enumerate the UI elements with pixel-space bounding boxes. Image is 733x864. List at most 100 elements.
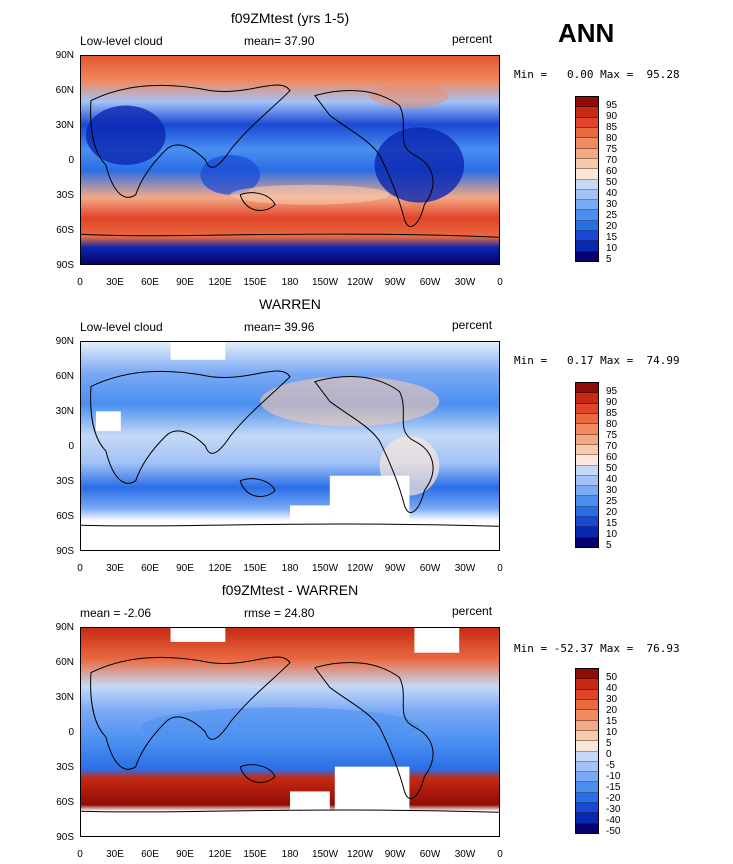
x-tick: 150W xyxy=(311,277,339,288)
rmse-label: rmse = 24.80 xyxy=(244,606,315,620)
colorbar-label: 50 xyxy=(606,177,618,188)
colorbar-label: 40 xyxy=(606,474,618,485)
y-tick: 30N xyxy=(55,692,74,703)
colorbar-segment xyxy=(576,117,598,128)
colorbar-segment xyxy=(576,434,598,445)
colorbar-label: 15 xyxy=(606,232,618,243)
colorbar-segment xyxy=(576,251,598,261)
colorbar-segment xyxy=(576,741,598,752)
x-tick: 60E xyxy=(141,849,159,860)
y-tick: 30S xyxy=(56,762,74,773)
minmax-label: Min = -52.37 Max = 76.93 xyxy=(514,642,680,655)
y-tick: 90N xyxy=(55,622,74,633)
colorbar-segment xyxy=(576,527,598,538)
colorbar-segment xyxy=(576,403,598,414)
colorbar-label: 5 xyxy=(606,254,612,265)
y-tick: 60N xyxy=(55,657,74,668)
colorbar-label: -10 xyxy=(606,771,621,782)
colorbar-label: 60 xyxy=(606,166,618,177)
panel-title: f09ZMtest (yrs 1-5) xyxy=(230,10,350,26)
colorbar-label: 75 xyxy=(606,144,618,155)
colorbar-segment xyxy=(576,158,598,170)
colorbar xyxy=(575,382,599,548)
season-label: ANN xyxy=(558,18,615,48)
colorbar-label: 30 xyxy=(606,485,618,496)
colorbar-label: -40 xyxy=(606,815,621,826)
y-tick: 30N xyxy=(55,120,74,131)
colorbar-label: -20 xyxy=(606,793,621,804)
x-tick: 150E xyxy=(243,563,267,574)
colorbar-segment xyxy=(576,169,598,180)
colorbar-segment xyxy=(576,189,598,201)
panel-title: f09ZMtest - WARREN xyxy=(221,582,359,598)
y-tick: 90N xyxy=(55,336,74,347)
y-tick: 60S xyxy=(56,797,74,808)
x-tick: 150W xyxy=(311,563,339,574)
mean-label: mean= 39.96 xyxy=(244,320,315,334)
y-tick: 90S xyxy=(56,832,74,843)
x-tick: 120W xyxy=(346,563,374,574)
map-observations xyxy=(80,341,500,551)
x-tick: 60E xyxy=(141,563,159,574)
colorbar-segment xyxy=(576,220,598,232)
colorbar-segment xyxy=(576,455,598,466)
colorbar-segment xyxy=(576,127,598,139)
x-tick: 120W xyxy=(346,849,374,860)
colorbar-label: 25 xyxy=(606,210,618,221)
colorbar-segment xyxy=(576,537,598,547)
x-tick: 90E xyxy=(176,563,194,574)
colorbar-segment xyxy=(576,782,598,793)
x-tick: 120E xyxy=(208,277,232,288)
x-tick: 90E xyxy=(176,849,194,860)
colorbar-segment xyxy=(576,138,598,149)
coastline-icon xyxy=(81,370,499,527)
colorbar-label: 70 xyxy=(606,441,618,452)
colorbar-segment xyxy=(576,803,598,814)
colorbar-segment xyxy=(576,823,598,833)
colorbar-label: 10 xyxy=(606,529,618,540)
mean-label: mean = -2.06 xyxy=(80,606,152,620)
colorbar-segment xyxy=(576,506,598,518)
colorbar-segment xyxy=(576,486,598,497)
units-label: percent xyxy=(452,318,493,332)
x-tick: 60E xyxy=(141,277,159,288)
y-tick: 0 xyxy=(68,155,74,166)
colorbar-segment xyxy=(576,761,598,773)
colorbar-segment xyxy=(576,424,598,435)
colorbar-segment xyxy=(576,720,598,731)
colorbar-label: 40 xyxy=(606,683,618,694)
colorbar-segment xyxy=(576,813,598,824)
x-tick: 150E xyxy=(243,277,267,288)
colorbar-segment xyxy=(576,669,598,680)
minmax-label: Min = 0.00 Max = 95.28 xyxy=(514,68,680,81)
colorbar-label: 5 xyxy=(606,738,612,749)
map-difference xyxy=(80,627,500,837)
x-tick: 0 xyxy=(497,277,503,288)
x-tick: 90W xyxy=(384,277,406,288)
map-model xyxy=(80,55,500,265)
colorbar-label: 85 xyxy=(606,408,618,419)
colorbar-label: 95 xyxy=(606,100,618,111)
x-tick: 90E xyxy=(176,277,194,288)
y-tick: 30N xyxy=(55,406,74,417)
y-tick: 90S xyxy=(56,546,74,557)
x-tick: 30W xyxy=(454,563,476,574)
colorbar-segment xyxy=(576,241,598,252)
colorbar-label: 15 xyxy=(606,518,618,529)
colorbar-label: -30 xyxy=(606,804,621,815)
colorbar-segment xyxy=(576,393,598,404)
y-tick: 0 xyxy=(68,727,74,738)
variable-label: Low-level cloud xyxy=(80,34,163,48)
colorbar-label: -5 xyxy=(606,760,615,771)
x-tick: 120E xyxy=(208,849,232,860)
colorbar-label: 0 xyxy=(606,749,612,760)
minmax-label: Min = 0.17 Max = 74.99 xyxy=(514,354,680,367)
x-tick: 150E xyxy=(243,849,267,860)
units-label: percent xyxy=(452,32,493,46)
colorbar-segment xyxy=(576,200,598,211)
colorbar-segment xyxy=(576,792,598,804)
colorbar-label: 60 xyxy=(606,452,618,463)
y-tick: 30S xyxy=(56,190,74,201)
colorbar-label: 85 xyxy=(606,122,618,133)
x-tick: 0 xyxy=(497,849,503,860)
